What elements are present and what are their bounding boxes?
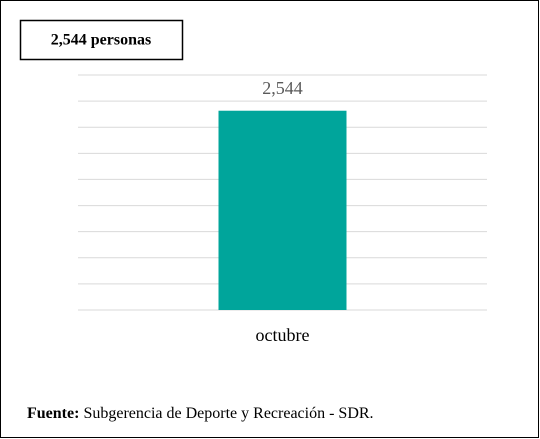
x-tick-label: octubre: [256, 325, 310, 345]
chart-title: 2,544 personas: [51, 32, 151, 49]
source-label: Fuente:: [27, 405, 79, 422]
bar: [218, 110, 347, 310]
source-text: Subgerencia de Deporte y Recreación - SD…: [83, 405, 373, 422]
value-label: 2,544: [262, 78, 303, 98]
title-box: [19, 19, 184, 61]
source: Fuente: Subgerencia de Deporte y Recreac…: [27, 405, 374, 422]
